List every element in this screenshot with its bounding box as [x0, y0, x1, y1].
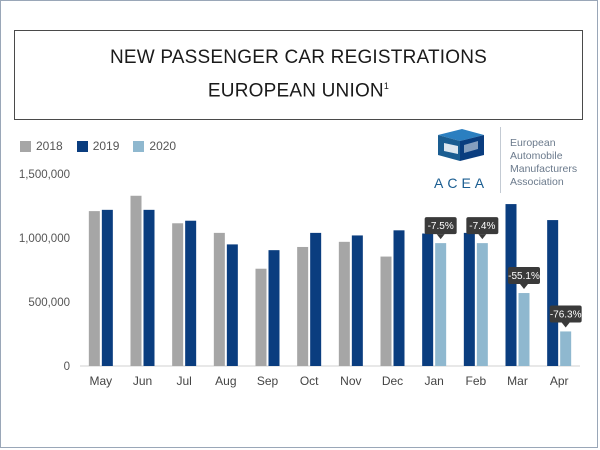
bar-2019-mar	[505, 204, 517, 366]
logo-wordmark: European Automobile Manufacturers Associ…	[510, 137, 577, 189]
bar-2018-nov	[338, 241, 350, 366]
annotation-callout	[549, 305, 582, 323]
logo-acronym: ACEA	[434, 175, 489, 191]
legend-swatch-2020	[133, 140, 145, 152]
annotation-pointer	[478, 234, 487, 240]
x-tick-label: Jul	[176, 374, 191, 388]
bar-2018-dec	[380, 256, 392, 366]
annotation-label: -7.5%	[428, 221, 454, 232]
bar-2020-apr	[560, 331, 572, 366]
x-tick-label: Feb	[465, 374, 486, 388]
x-tick-label: Nov	[340, 374, 361, 388]
annotation-callout	[466, 217, 499, 235]
legend-item-2019: 2019	[76, 139, 120, 153]
annotation-label: -55.1%	[508, 271, 540, 282]
bar-2019-apr	[547, 220, 559, 366]
chart-title-text: EUROPEAN UNION	[207, 80, 384, 102]
x-tick-label: Apr	[550, 374, 569, 388]
x-tick-label: Jan	[424, 374, 443, 388]
chart-title-line-2: EUROPEAN UNION1	[208, 72, 389, 105]
bar-2020-feb	[476, 243, 488, 366]
y-tick-label: 500,000	[28, 297, 70, 309]
legend-swatch-2018	[20, 140, 31, 152]
logo-line-2: Automobile	[510, 150, 563, 162]
chart-title-line-1: NEW PASSENGER CAR REGISTRATIONS	[109, 47, 488, 69]
legend-label-2020: 2020	[149, 139, 177, 153]
annotation-label: -76.3%	[550, 309, 582, 320]
bar-2018-may	[88, 211, 100, 366]
title-footnote-marker: 1	[383, 81, 390, 92]
annotation-pointer	[436, 234, 445, 240]
legend-item-2018: 2018	[20, 139, 63, 153]
annotation-pointer	[561, 322, 570, 328]
bar-2018-oct	[297, 246, 309, 366]
bar-2018-aug	[213, 232, 225, 366]
logo-line-1: European	[510, 137, 556, 149]
bar-2018-sep	[255, 268, 267, 366]
y-tick-label: 1,500,000	[19, 169, 70, 181]
y-tick-label: 1,000,000	[19, 233, 70, 245]
bar-2019-oct	[310, 232, 322, 366]
bar-2019-dec	[393, 230, 405, 366]
legend-label-2018: 2018	[36, 139, 63, 153]
bar-2019-feb	[463, 232, 475, 366]
bar-2019-may	[101, 209, 113, 366]
legend-item-2020: 2020	[133, 139, 176, 153]
bar-2019-nov	[351, 235, 363, 366]
bar-2019-aug	[226, 244, 238, 366]
legend-label-2019: 2019	[92, 139, 120, 153]
bar-2019-jul	[185, 220, 197, 366]
bar-2018-jun	[130, 195, 142, 366]
bar-2019-jun	[143, 209, 155, 366]
x-tick-label: Sep	[257, 374, 279, 388]
y-tick-label: 0	[64, 361, 70, 373]
bar-2019-jan	[422, 233, 434, 366]
chart-legend: 2018 2019 2020	[20, 139, 176, 153]
x-tick-label: Oct	[300, 374, 319, 388]
acea-logo: ACEA European Automobile Manufacturers A…	[432, 127, 597, 197]
x-tick-label: Jun	[133, 374, 152, 388]
logo-line-3: Manufacturers	[510, 163, 578, 175]
annotation-callout	[424, 217, 457, 235]
bar-2020-mar	[518, 293, 530, 366]
annotation-label: -7.4%	[469, 221, 495, 232]
legend-swatch-2019	[76, 140, 88, 152]
x-tick-label: May	[89, 374, 112, 388]
x-tick-label: Mar	[507, 374, 528, 388]
bar-2018-jul	[172, 223, 184, 366]
bar-2019-sep	[268, 250, 280, 366]
logo-line-4: Association	[510, 176, 564, 188]
annotation-callout	[508, 267, 540, 285]
x-tick-label: Dec	[382, 374, 403, 388]
title-box: NEW PASSENGER CAR REGISTRATIONS EUROPEAN…	[14, 30, 583, 120]
x-tick-label: Aug	[215, 374, 236, 388]
acea-cube-icon	[438, 129, 484, 161]
logo-divider	[500, 127, 501, 193]
bar-2020-jan	[435, 243, 447, 366]
annotation-pointer	[520, 284, 528, 290]
